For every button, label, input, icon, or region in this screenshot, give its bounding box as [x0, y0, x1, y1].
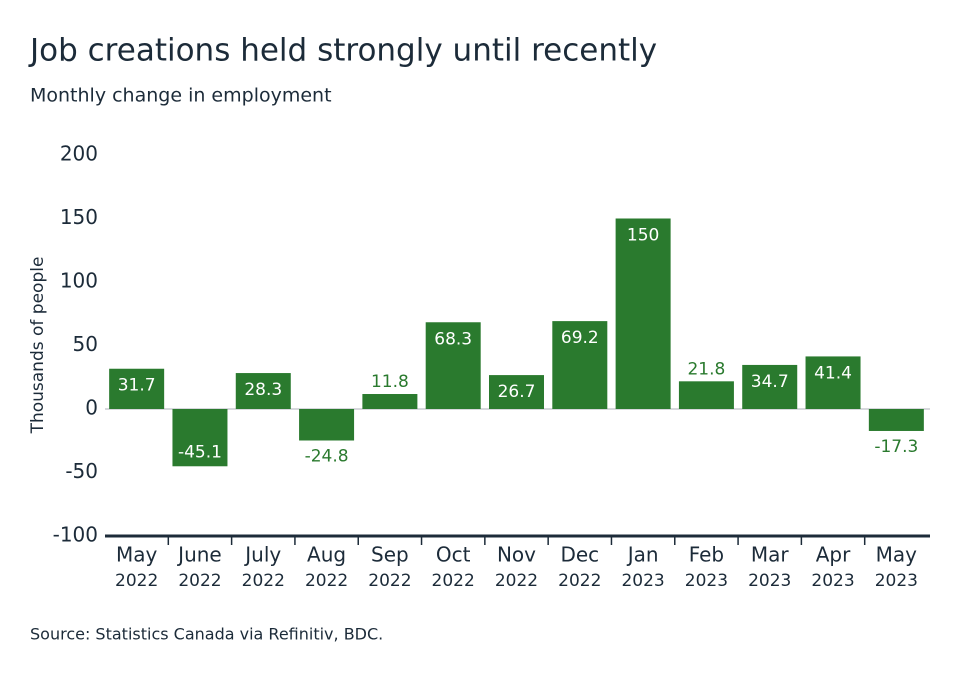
y-tick-label: -100: [53, 523, 98, 547]
bar: [362, 394, 418, 409]
value-label: 21.8: [687, 359, 725, 379]
y-tick-label: 50: [73, 332, 98, 356]
x-tick-label: July: [243, 543, 281, 567]
value-label: 11.8: [371, 372, 409, 392]
chart-title: Job creations held strongly until recent…: [28, 33, 657, 69]
value-label: 68.3: [434, 329, 472, 349]
bar: [615, 218, 671, 409]
x-tick-label: Dec: [560, 543, 599, 567]
x-tick-label: 2022: [305, 571, 348, 591]
x-tick-label: Nov: [497, 543, 536, 567]
x-tick-label: 2023: [621, 571, 664, 591]
y-tick-label: 200: [60, 142, 98, 166]
bar: [868, 409, 924, 431]
bar: [489, 375, 544, 409]
y-tick-label: 150: [60, 205, 98, 229]
bar: [742, 364, 798, 409]
x-tick-label: 2022: [495, 571, 538, 591]
value-label: 150: [627, 226, 659, 246]
bar: [678, 381, 734, 409]
x-tick-label: May: [876, 543, 918, 567]
x-tick-label: 2022: [178, 571, 221, 591]
value-label: -45.1: [178, 442, 222, 462]
x-tick-label: 2023: [811, 571, 854, 591]
bar: [299, 409, 355, 441]
bar: [552, 321, 608, 409]
x-tick-label: 2022: [115, 571, 158, 591]
value-label: 31.7: [118, 376, 156, 396]
x-tick-label: 2023: [875, 571, 918, 591]
x-tick-label: June: [176, 543, 222, 567]
x-tick-label: Jan: [626, 543, 659, 567]
y-tick-label: 100: [60, 269, 98, 293]
y-tick-label: 0: [85, 396, 98, 420]
value-label: -24.8: [305, 446, 349, 466]
x-tick-label: 2022: [558, 571, 601, 591]
value-label: 41.4: [814, 363, 852, 383]
bar: [172, 409, 228, 467]
source-note: Source: Statistics Canada via Refinitiv,…: [30, 625, 383, 644]
chart-subtitle: Monthly change in employment: [30, 85, 332, 107]
x-tick-label: 2023: [748, 571, 791, 591]
bar: [425, 322, 481, 409]
x-tick-label: 2023: [685, 571, 728, 591]
x-tick-label: 2022: [432, 571, 475, 591]
x-tick-label: Oct: [436, 543, 471, 567]
x-tick-label: Apr: [816, 543, 851, 567]
x-tick-label: May: [116, 543, 158, 567]
value-label: 28.3: [244, 380, 282, 400]
x-tick-label: Feb: [689, 543, 724, 567]
bar: [109, 368, 165, 409]
x-tick-label: Sep: [371, 543, 409, 567]
y-tick-label: -50: [65, 459, 98, 483]
value-label: 34.7: [751, 372, 789, 392]
x-tick-label: Mar: [751, 543, 790, 567]
x-tick-label: 2022: [368, 571, 411, 591]
bar: [235, 373, 291, 409]
x-tick-label: Aug: [307, 543, 346, 567]
y-axis-label: Thousands of people: [28, 257, 48, 435]
value-label: 26.7: [498, 382, 536, 402]
value-label: 69.2: [561, 328, 599, 348]
x-tick-label: 2022: [242, 571, 285, 591]
value-label: -17.3: [874, 437, 918, 457]
bar: [805, 356, 861, 409]
